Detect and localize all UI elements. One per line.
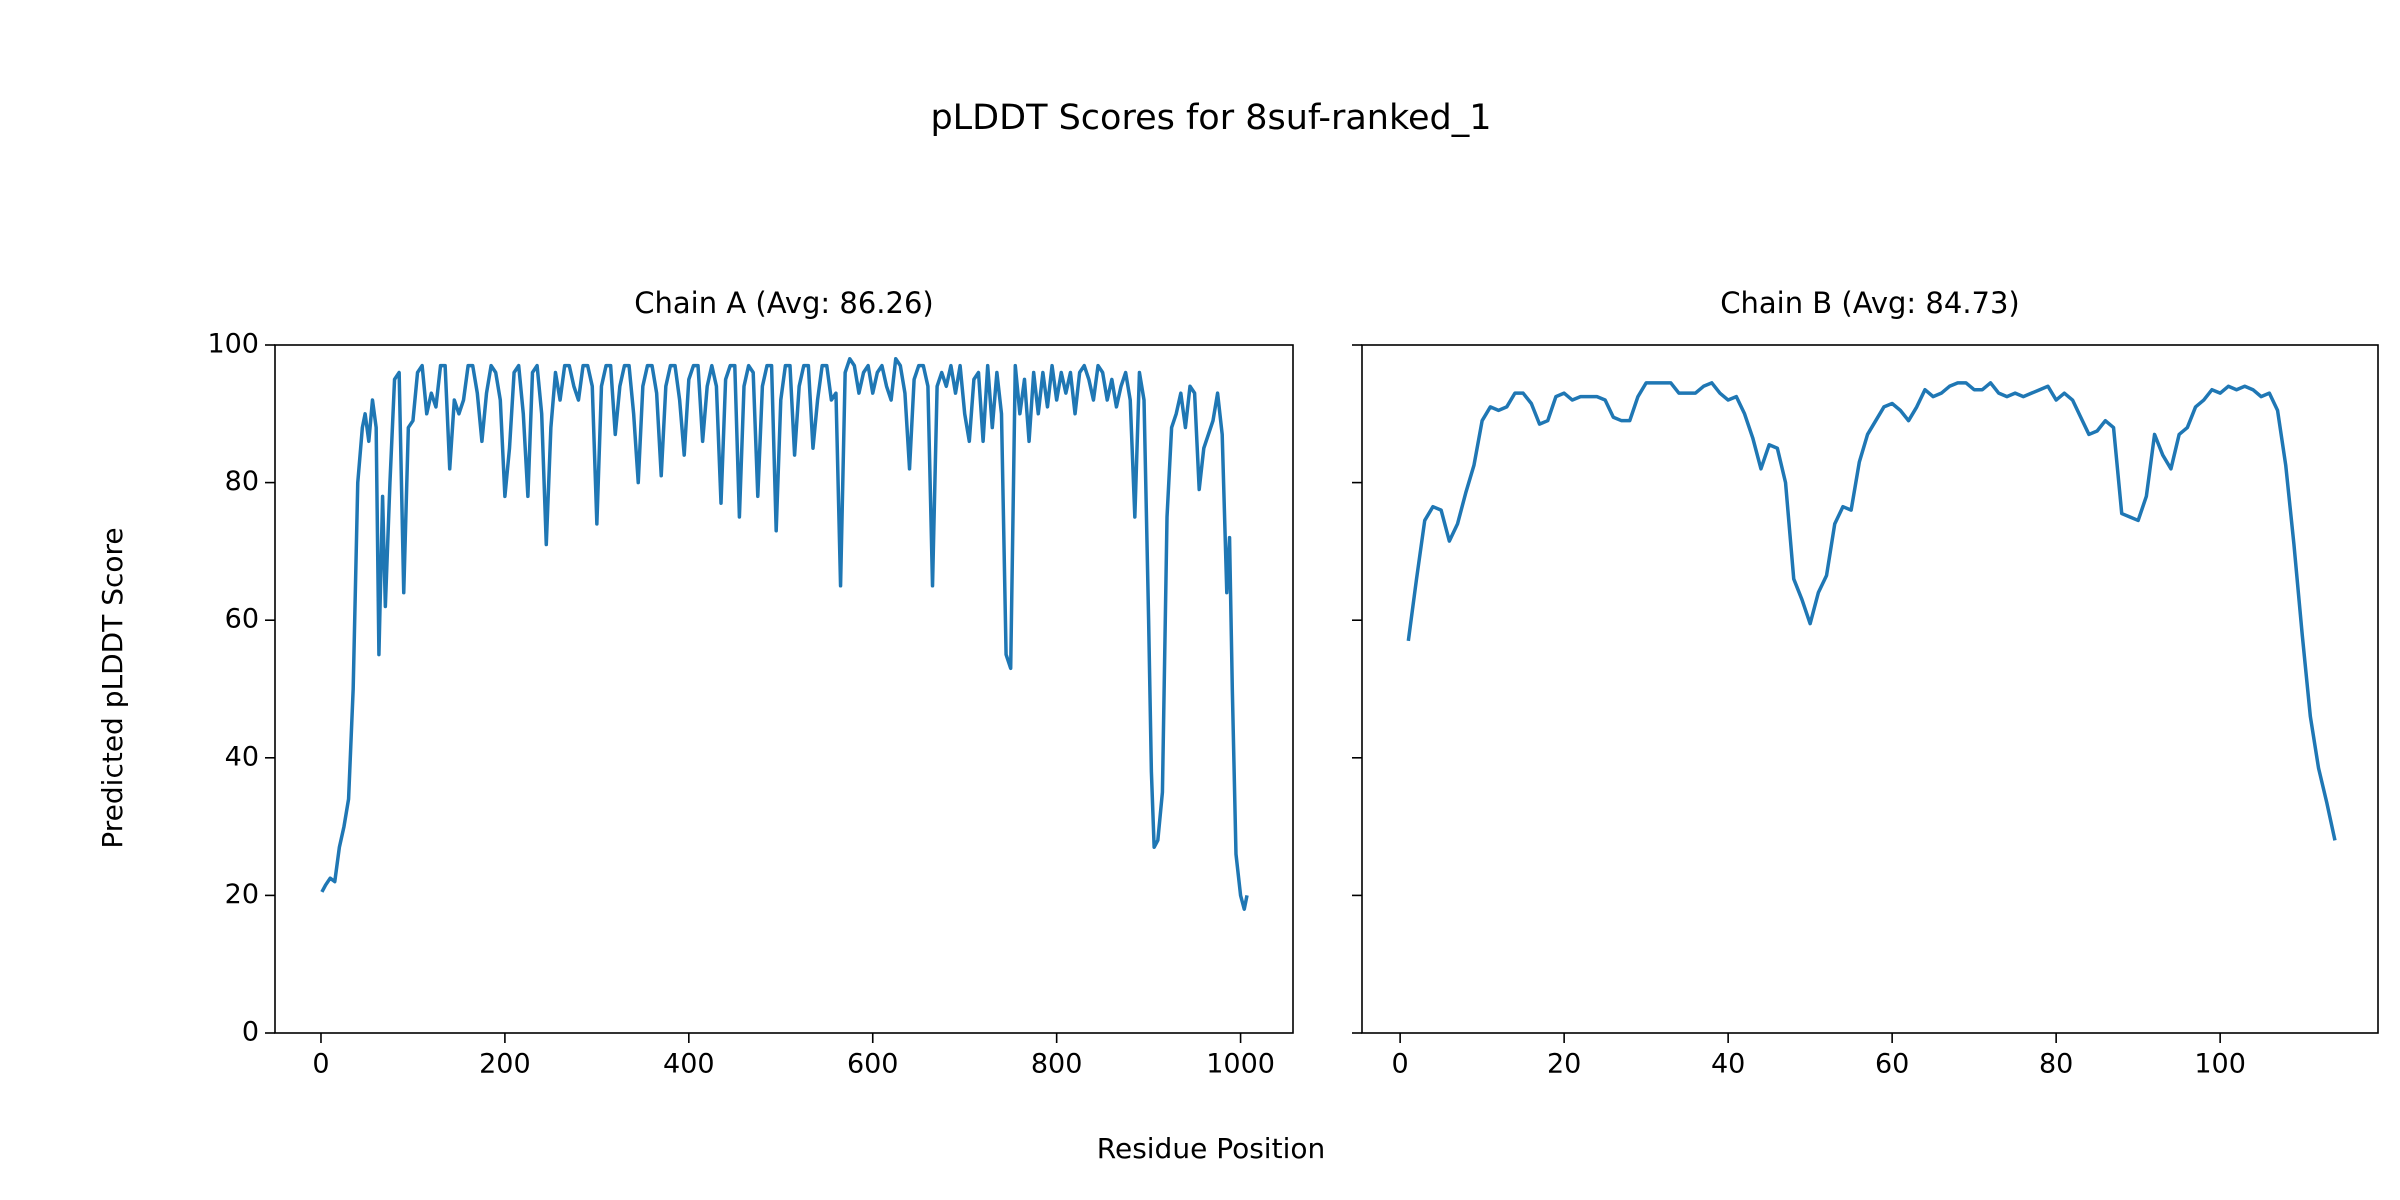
x-tick-label: 60	[1875, 1049, 1909, 1080]
subplot-title: Chain B (Avg: 84.73)	[1720, 286, 2020, 320]
y-tick-label: 0	[242, 1017, 259, 1048]
x-tick-label: 600	[847, 1049, 899, 1080]
y-tick-label: 100	[207, 329, 259, 360]
x-tick-label: 200	[479, 1049, 531, 1080]
y-tick-label: 20	[225, 879, 259, 910]
x-axis-label: Residue Position	[1097, 1132, 1325, 1165]
y-tick-label: 80	[225, 466, 259, 497]
y-tick-label: 40	[225, 741, 259, 772]
axes-frame	[274, 344, 1294, 1034]
data-line	[1406, 381, 2337, 841]
x-tick-label: 100	[2194, 1049, 2246, 1080]
x-tick-label: 1000	[1206, 1049, 1275, 1080]
axes-frame	[1361, 344, 2379, 1034]
figure-title: pLDDT Scores for 8suf-ranked_1	[930, 98, 1491, 138]
x-tick-label: 80	[2039, 1049, 2073, 1080]
y-tick-label: 60	[225, 604, 259, 635]
x-tick-label: 400	[663, 1049, 715, 1080]
y-axis-label: Predicted pLDDT Score	[96, 527, 129, 848]
x-tick-label: 0	[312, 1049, 329, 1080]
x-tick-label: 40	[1711, 1049, 1745, 1080]
x-tick-label: 800	[1031, 1049, 1083, 1080]
data-line	[320, 357, 1249, 911]
subplot-title: Chain A (Avg: 86.26)	[634, 286, 933, 320]
x-tick-label: 0	[1392, 1049, 1409, 1080]
x-tick-label: 20	[1547, 1049, 1581, 1080]
